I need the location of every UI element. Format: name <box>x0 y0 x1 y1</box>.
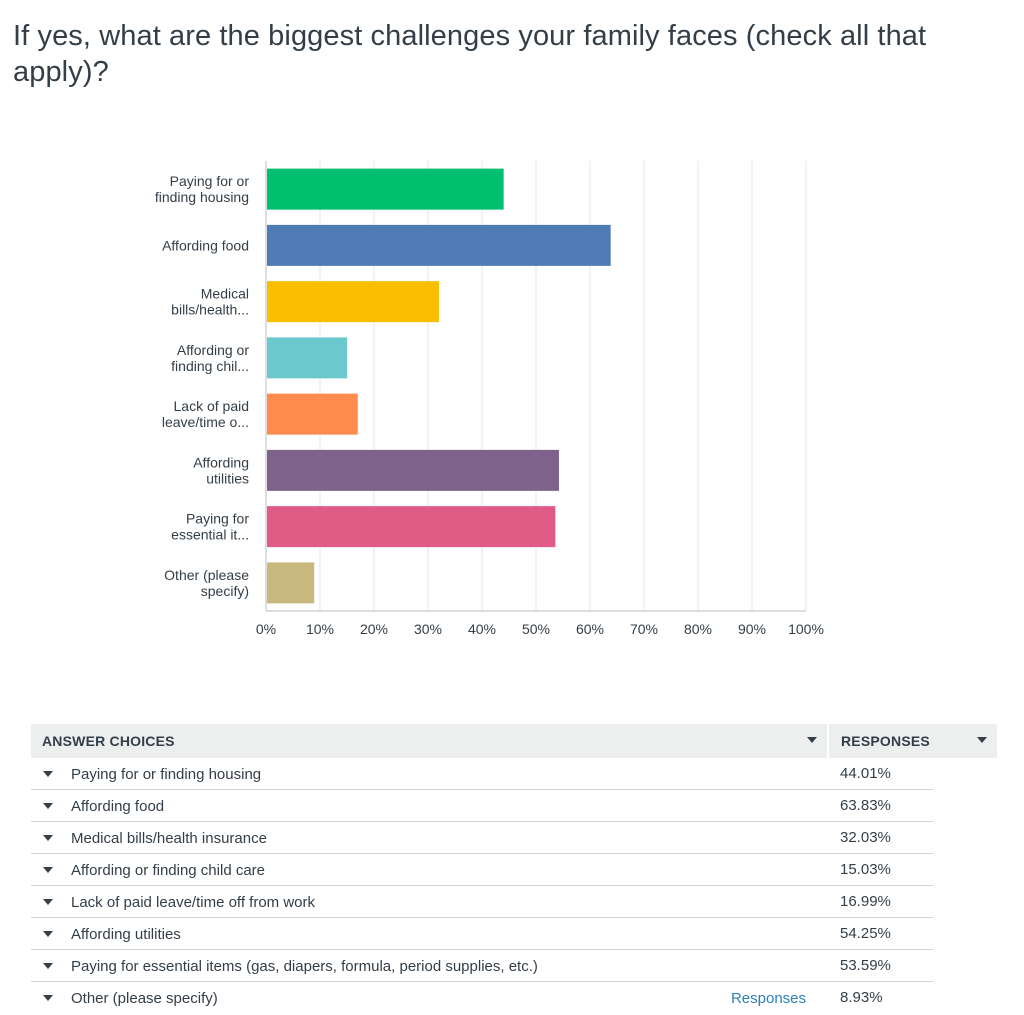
category-label: bills/health... <box>171 302 249 318</box>
sort-responses-caret-icon[interactable] <box>977 737 987 743</box>
question-title: If yes, what are the biggest challenges … <box>13 20 927 88</box>
bar[interactable] <box>267 168 504 210</box>
category-label: leave/time o... <box>162 414 249 430</box>
x-tick-label: 10% <box>306 621 334 637</box>
x-tick-label: 40% <box>468 621 496 637</box>
x-tick-label: 60% <box>576 621 604 637</box>
bar[interactable] <box>267 449 559 491</box>
response-percent: 53.59% <box>828 949 933 982</box>
category-label: essential it... <box>171 527 249 543</box>
answer-choice-cell: Paying for essential items (gas, diapers… <box>31 949 828 982</box>
response-percent: 8.93% <box>840 989 883 1006</box>
answer-choice-cell: Affording or finding child care <box>31 853 828 886</box>
x-tick-label: 80% <box>684 621 712 637</box>
category-label: Affording <box>193 454 249 470</box>
answer-choices-header[interactable]: ANSWER CHOICES <box>31 724 828 758</box>
table-row: Paying for or finding housing 44.01% <box>31 758 997 790</box>
table-row: Affording food 63.83% <box>31 789 997 822</box>
x-tick-label: 0% <box>256 621 276 637</box>
category-label: Lack of paid <box>174 398 250 414</box>
spacer-cell <box>933 758 997 790</box>
bar[interactable] <box>267 224 611 266</box>
answer-choice-label: Other (please specify) <box>71 990 218 1007</box>
bar[interactable] <box>267 337 348 379</box>
category-label: Medical <box>201 286 249 302</box>
expand-row-caret-icon[interactable] <box>43 867 53 873</box>
spacer-cell <box>933 822 997 854</box>
answer-choice-cell: Paying for or finding housing <box>31 758 828 790</box>
table-row: Medical bills/health insurance 32.03% <box>31 821 997 854</box>
table-row: Affording utilities 54.25% <box>31 917 997 950</box>
bar[interactable] <box>267 393 358 435</box>
x-tick-label: 100% <box>788 621 824 637</box>
answer-choice-label: Affording utilities <box>71 926 181 943</box>
x-tick-label: 30% <box>414 621 442 637</box>
answer-choices-header-label: ANSWER CHOICES <box>42 733 175 749</box>
spacer-cell <box>933 950 997 982</box>
category-label: specify) <box>201 583 249 599</box>
answer-choice-cell: Lack of paid leave/time off from work <box>31 885 828 918</box>
spacer-cell <box>933 886 997 918</box>
answer-choice-cell: Affording utilities <box>31 917 828 950</box>
expand-row-caret-icon[interactable] <box>43 963 53 969</box>
response-percent: 44.01% <box>828 758 933 790</box>
answer-choice-label: Medical bills/health insurance <box>71 830 267 847</box>
bar[interactable] <box>267 506 556 548</box>
category-label: Paying for or <box>170 173 250 189</box>
spacer-cell <box>933 982 997 1014</box>
spacer-cell <box>933 790 997 822</box>
responses-header-label: RESPONSES <box>841 733 930 749</box>
response-percent: 16.99% <box>828 885 933 918</box>
x-tick-label: 90% <box>738 621 766 637</box>
sort-answer-caret-icon[interactable] <box>807 737 817 743</box>
results-table: ANSWER CHOICES RESPONSES Paying for or f… <box>31 724 997 1013</box>
category-label: Other (please <box>164 567 249 583</box>
table-header-row: ANSWER CHOICES RESPONSES <box>31 724 997 758</box>
answer-choice-label: Lack of paid leave/time off from work <box>71 894 315 911</box>
responses-header[interactable]: RESPONSES <box>827 724 997 758</box>
answer-choice-label: Affording food <box>71 798 165 815</box>
answer-choice-cell: Other (please specify) Responses <box>31 982 828 1014</box>
category-label: Affording or <box>177 342 249 358</box>
expand-row-caret-icon[interactable] <box>43 835 53 841</box>
response-percent: 63.83% <box>828 789 933 822</box>
expand-row-caret-icon[interactable] <box>43 899 53 905</box>
response-percent: 54.25% <box>828 917 933 950</box>
expand-row-caret-icon[interactable] <box>43 995 53 1001</box>
table-row: Lack of paid leave/time off from work 16.… <box>31 885 997 918</box>
expand-row-caret-icon[interactable] <box>43 803 53 809</box>
answer-choice-label: Affording or finding child care <box>71 862 266 879</box>
expand-row-caret-icon[interactable] <box>43 771 53 777</box>
bar[interactable] <box>267 281 439 323</box>
responses-link[interactable]: Responses <box>730 990 806 1007</box>
answer-choice-label: Paying for or finding housing <box>71 766 262 783</box>
answer-choice-label: Paying for essential items (gas, diapers… <box>71 958 538 975</box>
category-label: finding chil... <box>171 358 249 374</box>
spacer-cell <box>933 918 997 950</box>
table-row: Affording or finding child care 15.03% <box>31 853 997 886</box>
x-tick-label: 70% <box>630 621 658 637</box>
category-label: finding housing <box>155 189 249 205</box>
bar[interactable] <box>267 562 315 604</box>
spacer-cell <box>933 854 997 886</box>
x-tick-label: 50% <box>522 621 550 637</box>
expand-row-caret-icon[interactable] <box>43 931 53 937</box>
response-percent: 15.03% <box>828 853 933 886</box>
table-row: Paying for essential items (gas, diapers… <box>31 949 997 982</box>
table-row: Other (please specify) Responses 8.93% <box>31 982 997 1014</box>
category-label: Affording food <box>162 237 249 253</box>
response-percent: 32.03% <box>828 821 933 854</box>
x-tick-label: 20% <box>360 621 388 637</box>
category-label: Paying for <box>186 511 249 527</box>
answer-choice-cell: Medical bills/health insurance <box>31 821 828 854</box>
answer-choice-cell: Affording food <box>31 789 828 822</box>
category-label: utilities <box>206 470 249 486</box>
